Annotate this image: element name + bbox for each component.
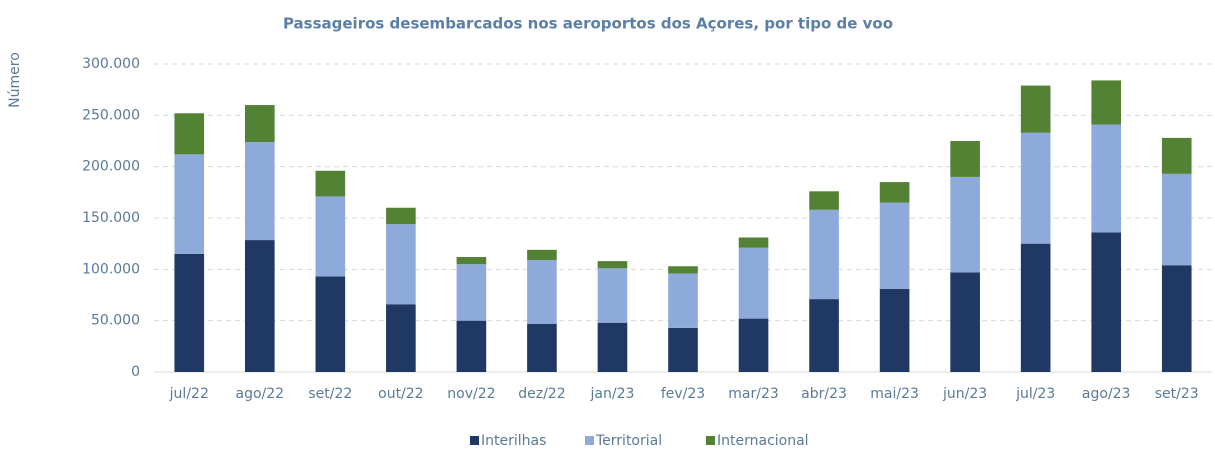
bar-segment — [315, 170, 346, 197]
bar-segment — [527, 323, 557, 372]
bar-segment — [668, 273, 698, 328]
bar-segment — [597, 322, 628, 372]
x-tick-label: fev/23 — [661, 386, 705, 402]
bar-segment — [809, 299, 839, 372]
bar-segment — [809, 209, 839, 300]
chart-title: Passageiros desembarcados nos aeroportos… — [283, 15, 893, 33]
y-tick-label: 200.000 — [82, 159, 140, 175]
bar-segment — [244, 240, 275, 372]
legend-label: Internacional — [717, 433, 809, 449]
bar-segment — [1020, 243, 1051, 372]
x-tick-label: dez/22 — [518, 386, 565, 402]
bar-segment — [879, 288, 910, 372]
x-tick-label: jan/23 — [590, 386, 635, 402]
y-tick-label: 150.000 — [82, 210, 140, 226]
bar-segment — [315, 276, 346, 372]
legend-swatch — [706, 436, 715, 445]
x-tick-label: abr/23 — [801, 386, 847, 402]
bar-segment — [950, 176, 980, 273]
bar-segment — [879, 182, 910, 203]
bar-segment — [950, 272, 980, 372]
bar-segment — [174, 253, 205, 372]
legend-label: Interilhas — [481, 433, 546, 449]
legend-swatch — [585, 436, 594, 445]
bar-segment — [738, 247, 769, 319]
y-tick-label: 0 — [131, 364, 140, 380]
bar-segment — [1020, 85, 1051, 133]
y-tick-label: 250.000 — [82, 107, 140, 123]
x-tick-label: mar/23 — [728, 386, 779, 402]
x-tick-label: set/22 — [308, 386, 352, 402]
bar-segment — [456, 264, 487, 321]
bar-segment — [244, 142, 275, 241]
bar-segment — [174, 113, 205, 155]
x-tick-label: set/23 — [1155, 386, 1199, 402]
bar-segment — [456, 257, 487, 265]
bar-segment — [527, 260, 557, 324]
bar-segment — [1161, 137, 1192, 174]
legend-label: Territorial — [595, 433, 662, 449]
bar-segment — [738, 318, 769, 372]
bar-segment — [386, 304, 416, 372]
x-tick-label: mai/23 — [870, 386, 919, 402]
bar-segment — [244, 105, 275, 143]
x-tick-label: nov/22 — [447, 386, 495, 402]
bar-segment — [1091, 124, 1122, 233]
bar-segment — [668, 266, 698, 274]
bar-segment — [315, 196, 346, 277]
bar-segment — [879, 202, 910, 289]
x-tick-label: ago/22 — [236, 386, 285, 402]
bar-segment — [1091, 232, 1122, 372]
x-tick-label: out/22 — [378, 386, 423, 402]
bar-segment — [597, 268, 628, 323]
bar-segment — [386, 207, 416, 225]
y-axis-label: Número — [7, 52, 23, 108]
bar-segment — [809, 191, 839, 210]
bar-segment — [386, 224, 416, 305]
bar-segment — [1020, 132, 1051, 244]
x-tick-label: jun/23 — [942, 386, 987, 402]
bar-segment — [950, 141, 980, 177]
x-tick-label: ago/23 — [1082, 386, 1131, 402]
x-tick-label: jul/23 — [1015, 386, 1055, 402]
y-tick-label: 100.000 — [82, 261, 140, 277]
bar-segment — [597, 261, 628, 269]
bar-segment — [174, 154, 205, 254]
bar-segment — [1091, 80, 1122, 125]
y-tick-label: 300.000 — [82, 56, 140, 72]
legend-swatch — [470, 436, 479, 445]
bar-segment — [1161, 265, 1192, 372]
bar-segment — [738, 237, 769, 248]
bar-segment — [1161, 173, 1192, 266]
x-tick-label: jul/22 — [169, 386, 209, 402]
bar-segment — [668, 327, 698, 372]
bar-segment — [527, 249, 557, 261]
y-tick-label: 50.000 — [91, 313, 140, 329]
bar-segment — [456, 320, 487, 372]
